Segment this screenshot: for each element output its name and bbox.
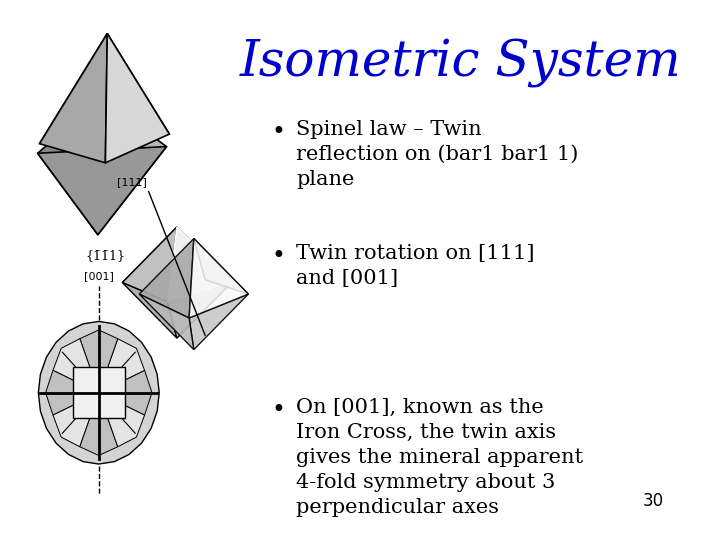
Polygon shape — [99, 393, 145, 447]
Text: •: • — [271, 120, 285, 144]
Text: Spinel law – Twin
reflection on (bar1 bar1 1)
plane: Spinel law – Twin reflection on (bar1 ba… — [297, 120, 579, 189]
Polygon shape — [53, 393, 99, 447]
Polygon shape — [168, 227, 231, 302]
Text: [001]: [001] — [84, 271, 114, 281]
Polygon shape — [139, 294, 194, 349]
Text: Isometric System: Isometric System — [240, 38, 682, 88]
Polygon shape — [40, 33, 107, 144]
Polygon shape — [189, 294, 248, 349]
Text: Twin rotation on [111]
and [001]: Twin rotation on [111] and [001] — [297, 244, 535, 288]
Text: On [001], known as the
Iron Cross, the twin axis
gives the mineral apparent
4-fo: On [001], known as the Iron Cross, the t… — [297, 397, 583, 517]
Polygon shape — [80, 393, 118, 456]
Polygon shape — [40, 33, 107, 163]
Polygon shape — [139, 239, 194, 318]
Text: [111]: [111] — [117, 177, 147, 187]
Text: {1̄1̄1}: {1̄1̄1} — [86, 249, 125, 262]
Polygon shape — [38, 321, 159, 464]
Polygon shape — [37, 99, 101, 235]
Polygon shape — [122, 227, 186, 282]
Polygon shape — [122, 282, 177, 338]
Polygon shape — [53, 339, 99, 393]
Polygon shape — [99, 339, 145, 393]
Polygon shape — [122, 227, 177, 302]
Text: •: • — [271, 244, 285, 268]
Text: •: • — [271, 397, 285, 422]
Polygon shape — [189, 239, 248, 318]
Polygon shape — [194, 239, 248, 294]
Text: 30: 30 — [642, 491, 663, 510]
Polygon shape — [98, 99, 166, 235]
Polygon shape — [177, 227, 231, 282]
Polygon shape — [91, 33, 169, 134]
Polygon shape — [168, 282, 231, 338]
Polygon shape — [37, 146, 166, 235]
Polygon shape — [45, 370, 99, 415]
Polygon shape — [105, 33, 169, 163]
Polygon shape — [80, 330, 118, 393]
Polygon shape — [99, 370, 152, 415]
Polygon shape — [73, 368, 125, 418]
